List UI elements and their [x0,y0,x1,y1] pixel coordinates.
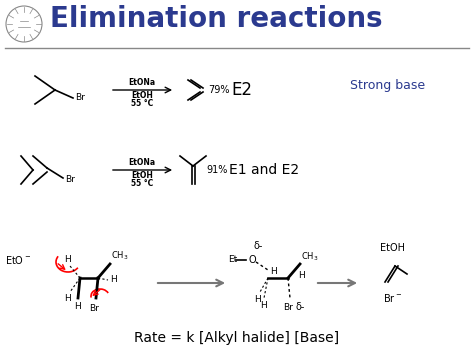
Text: H: H [270,268,277,277]
Text: 79%: 79% [208,85,229,95]
Text: H: H [255,295,261,304]
Text: EtOH: EtOH [131,171,153,180]
Text: Br: Br [75,93,85,103]
Text: H: H [64,294,72,303]
Text: Elimination reactions: Elimination reactions [50,5,383,33]
Text: H: H [298,272,305,280]
Text: O: O [249,255,256,265]
Text: Br: Br [89,304,99,313]
Text: EtO$^-$: EtO$^-$ [5,254,31,266]
Text: Br: Br [65,175,75,184]
Text: E1 and E2: E1 and E2 [229,163,299,177]
Text: H: H [110,275,117,284]
Text: δ-: δ- [296,302,305,312]
Text: Et: Et [228,256,237,264]
Text: 91%: 91% [206,165,228,175]
Text: Rate = k [Alkyl halide] [Base]: Rate = k [Alkyl halide] [Base] [135,331,339,345]
Text: EtOH: EtOH [131,91,153,100]
Text: CH$_3$: CH$_3$ [301,251,319,263]
Text: Br$^-$: Br$^-$ [383,292,402,304]
Text: 55 °C: 55 °C [131,179,153,188]
Text: H: H [64,255,72,264]
Text: H: H [74,302,82,311]
Text: Br: Br [283,303,293,312]
Text: EtOH: EtOH [381,243,405,253]
Text: EtONa: EtONa [128,158,155,167]
Text: EtONa: EtONa [128,78,155,87]
Text: Strong base: Strong base [350,78,425,92]
Text: E2: E2 [231,81,252,99]
Text: H: H [261,301,267,310]
Text: CH$_3$: CH$_3$ [111,250,128,262]
Text: 55 °C: 55 °C [131,99,153,108]
Text: δ-: δ- [253,241,263,251]
